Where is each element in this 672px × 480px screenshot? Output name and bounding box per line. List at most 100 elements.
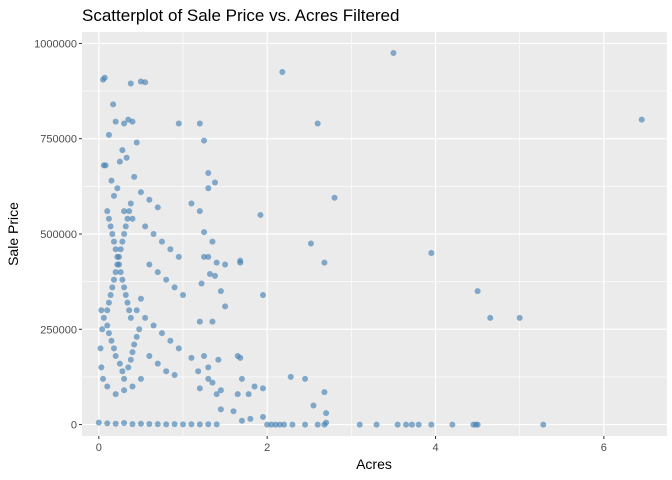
scatter-point <box>188 421 195 428</box>
y-tick-label: 750000 <box>40 134 77 146</box>
scatter-point <box>196 421 203 428</box>
scatter-point <box>158 330 165 337</box>
scatter-point <box>97 345 104 352</box>
scatter-point <box>209 379 216 386</box>
scatter-point <box>127 80 134 87</box>
scatter-point <box>390 49 397 56</box>
scatter-point <box>205 185 212 192</box>
scatter-point <box>287 373 294 380</box>
scatter-point <box>247 415 254 422</box>
scatter-point <box>516 314 523 321</box>
scatter-point <box>211 272 218 279</box>
scatter-point <box>196 120 203 127</box>
scatter-point <box>126 208 133 215</box>
scatter-point <box>234 391 241 398</box>
scatter-point <box>121 208 128 215</box>
scatter-point <box>205 364 212 371</box>
scatter-point <box>302 421 309 428</box>
scatter-point <box>125 364 132 371</box>
scatter-point <box>314 421 321 428</box>
scatter-point <box>175 253 182 260</box>
scatter-point <box>540 421 547 428</box>
scatter-point <box>474 288 481 295</box>
scatter-point <box>100 375 107 382</box>
scatter-point <box>116 261 123 268</box>
scatter-point <box>251 383 258 390</box>
scatter-point <box>415 421 422 428</box>
scatter-point <box>112 118 119 125</box>
scatter-point <box>201 352 208 359</box>
scatter-point <box>129 421 136 428</box>
scatter-point <box>154 360 161 367</box>
scatter-point <box>121 387 128 394</box>
scatter-point <box>196 318 203 325</box>
scatter-point <box>487 314 494 321</box>
scatter-point <box>323 419 330 426</box>
scatter-point <box>133 307 140 314</box>
scatter-point <box>171 284 178 291</box>
scatter-point <box>95 419 102 426</box>
scatter-point <box>137 295 144 302</box>
scatter-point <box>259 385 266 392</box>
scatter-point <box>356 421 363 428</box>
scatter-point <box>112 269 119 276</box>
scatter-point <box>137 375 144 382</box>
scatter-point <box>109 231 116 237</box>
scatter-point <box>121 231 128 237</box>
scatter-point <box>403 421 410 428</box>
scatter-point <box>119 238 126 245</box>
scatter-point <box>175 345 182 352</box>
scatter-point <box>167 337 174 344</box>
scatter-point <box>215 356 222 363</box>
scatter-point <box>180 291 187 298</box>
scatter-point <box>122 291 129 298</box>
scatter-point <box>109 284 116 291</box>
scatter-point <box>146 261 153 268</box>
scatter-point <box>373 421 380 428</box>
scatter-point <box>131 173 138 180</box>
scatter-point <box>188 354 195 361</box>
scatter-point <box>119 368 126 375</box>
scatter-point <box>129 349 136 356</box>
scatter-point <box>196 208 203 215</box>
scatter-point <box>150 231 157 237</box>
scatter-point <box>238 375 245 382</box>
scatter-point <box>107 223 114 230</box>
scatter-point <box>133 333 140 340</box>
scatter-point <box>105 131 112 138</box>
scatter-point <box>209 318 216 325</box>
y-tick-label: 0 <box>71 420 77 432</box>
scatter-point <box>175 120 182 127</box>
scatter-point <box>102 162 109 169</box>
scatter-point <box>110 276 117 283</box>
x-tick-label: 0 <box>96 442 102 454</box>
scatter-point <box>394 421 401 428</box>
scatter-point <box>171 421 178 428</box>
scatter-point <box>206 271 213 278</box>
y-axis-title: Sale Price <box>5 202 21 266</box>
scatter-point <box>119 147 126 154</box>
scatter-point <box>112 246 119 253</box>
scatter-point <box>205 253 212 260</box>
scatter-point <box>104 322 111 329</box>
scatter-point <box>117 246 124 253</box>
scatter-point <box>272 421 279 428</box>
scatter-point <box>428 421 435 428</box>
scatter-point <box>321 259 328 266</box>
scatter-point <box>150 322 157 329</box>
scatter-point <box>101 74 108 81</box>
scatter-point <box>211 179 218 186</box>
scatter-point <box>281 421 288 428</box>
scatter-point <box>127 200 134 207</box>
scatter-point <box>112 352 119 359</box>
scatter-point <box>146 420 153 427</box>
scatter-point <box>331 194 338 201</box>
scatter-point <box>222 261 229 268</box>
scatter-point <box>264 421 271 428</box>
scatter-point <box>238 417 245 424</box>
scatter-point <box>307 240 314 247</box>
scatter-point <box>136 326 143 333</box>
scatter-point <box>110 238 117 245</box>
scatter-point <box>108 177 115 184</box>
scatter-point <box>112 391 119 398</box>
